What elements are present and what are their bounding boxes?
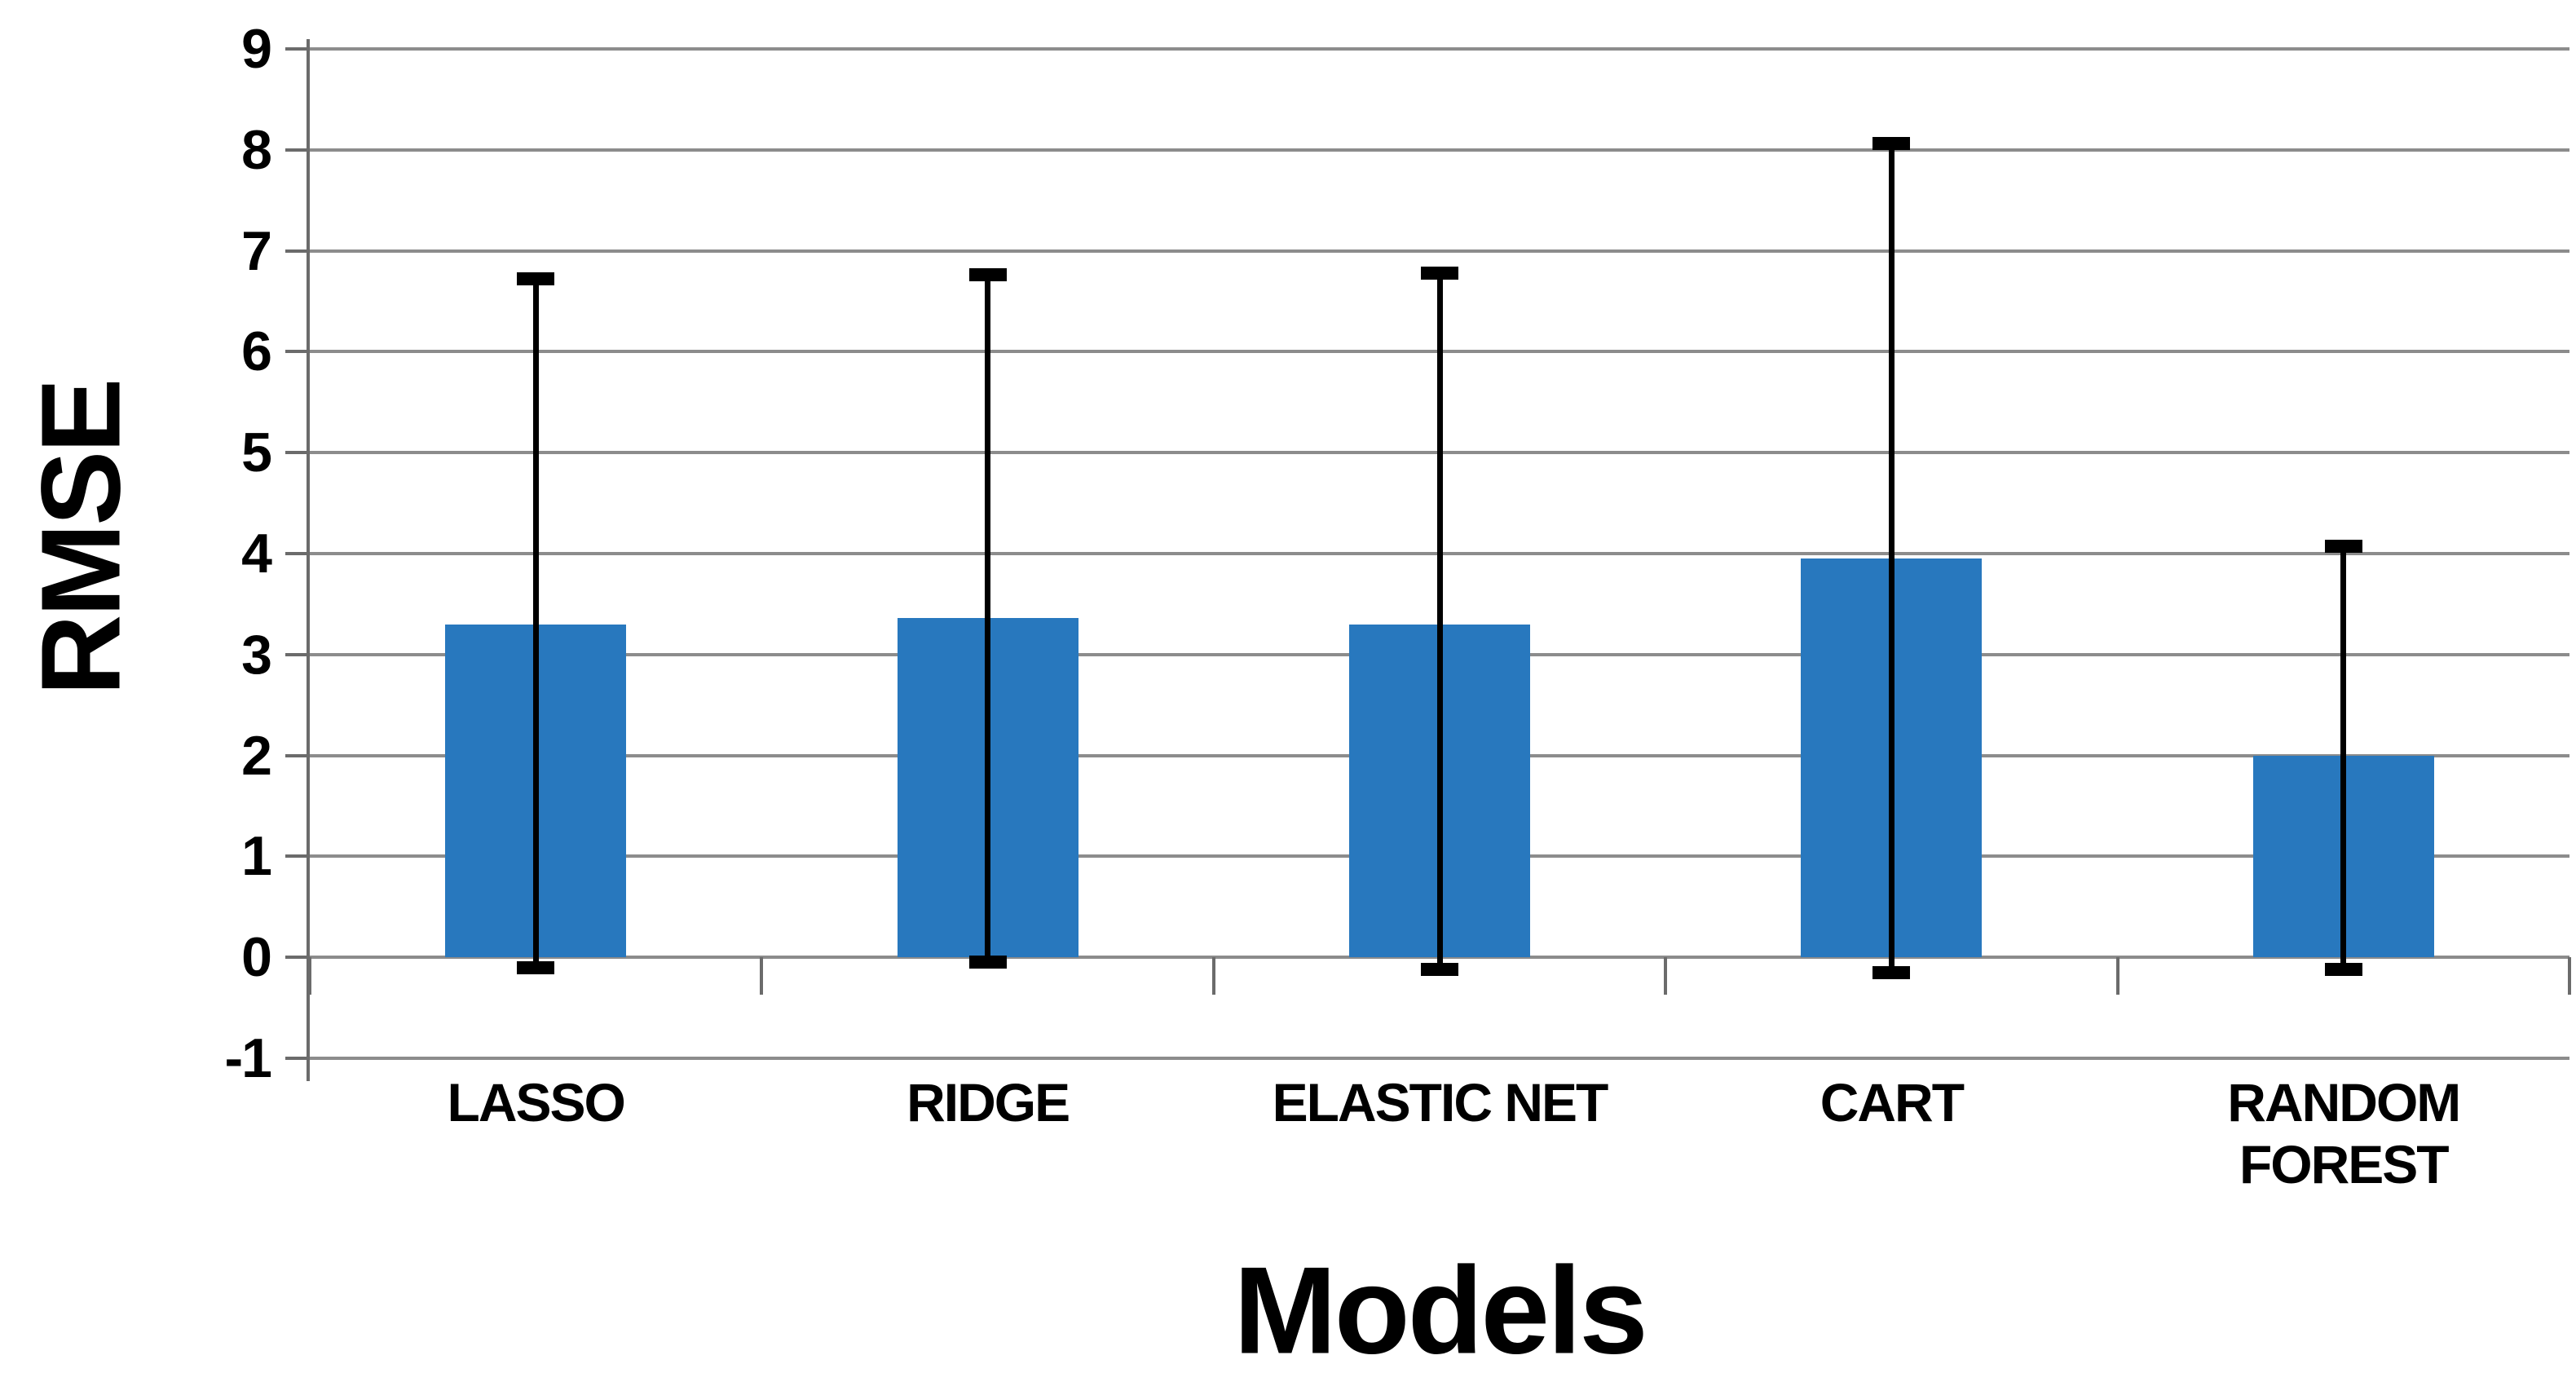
error-bar-line xyxy=(2340,546,2347,970)
y-tick-label: 7 xyxy=(241,219,272,282)
error-bar-line xyxy=(1888,143,1895,973)
error-bar-cap-bottom xyxy=(2324,963,2362,977)
y-tick-label: 1 xyxy=(241,825,272,888)
error-bar-cap-top xyxy=(1421,266,1458,280)
y-tick-mark-6 xyxy=(285,350,307,354)
y-tick-mark-4 xyxy=(285,552,307,555)
y-tick-mark-0 xyxy=(285,956,307,960)
error-bar-line xyxy=(1436,272,1443,970)
category-boundary-tick xyxy=(2568,957,2571,995)
category-boundary-tick xyxy=(1664,957,1668,995)
error-bar-cap-bottom xyxy=(968,956,1007,969)
error-bar-cap-top xyxy=(968,268,1007,282)
y-axis-spine xyxy=(307,39,310,1081)
y-tick-label: 6 xyxy=(241,320,272,383)
x-tick-label: CART xyxy=(1820,1072,1965,1132)
x-tick-label: RANDOM FOREST xyxy=(2227,1072,2461,1194)
error-bar-cap-top xyxy=(1872,137,1911,151)
y-tick-label: 0 xyxy=(241,926,272,989)
gridline-y-8 xyxy=(310,148,2569,152)
error-bar-line xyxy=(532,279,539,968)
error-bar-cap-top xyxy=(517,272,555,286)
y-tick-mark-2 xyxy=(285,753,307,757)
y-tick-mark-1 xyxy=(285,854,307,859)
x-axis-title: Models xyxy=(1233,1241,1648,1380)
y-tick-mark-7 xyxy=(285,249,307,253)
y-tick-label: 8 xyxy=(241,118,272,181)
x-tick-label: LASSO xyxy=(447,1072,626,1132)
error-bar-line xyxy=(985,275,991,963)
category-boundary-tick xyxy=(2115,957,2119,995)
y-tick-label: -1 xyxy=(224,1027,272,1089)
y-tick-mark-3 xyxy=(285,652,307,656)
gridline-y-7 xyxy=(310,249,2569,253)
category-boundary-tick xyxy=(308,957,311,995)
y-tick-mark-8 xyxy=(285,148,307,152)
y-tick-label: 3 xyxy=(241,623,272,686)
category-boundary-tick xyxy=(760,957,764,995)
error-bar-cap-bottom xyxy=(1421,963,1458,977)
y-tick-label: 5 xyxy=(241,422,272,484)
y-tick-mark-9 xyxy=(285,47,307,51)
y-tick-label: 2 xyxy=(241,724,272,787)
error-bar-cap-top xyxy=(2324,540,2362,554)
error-bar-cap-bottom xyxy=(1872,965,1911,979)
x-tick-label: ELASTIC NET xyxy=(1272,1072,1609,1132)
gridline-y-9 xyxy=(310,47,2569,51)
x-tick-label: RIDGE xyxy=(906,1072,1070,1132)
y-tick-label: 4 xyxy=(241,523,272,585)
gridline-y--1 xyxy=(310,1057,2569,1060)
error-bar-cap-bottom xyxy=(517,960,555,974)
y-tick-mark--1 xyxy=(285,1057,307,1060)
y-tick-label: 9 xyxy=(241,18,272,80)
category-boundary-tick xyxy=(1211,957,1215,995)
y-tick-mark-5 xyxy=(285,451,307,455)
